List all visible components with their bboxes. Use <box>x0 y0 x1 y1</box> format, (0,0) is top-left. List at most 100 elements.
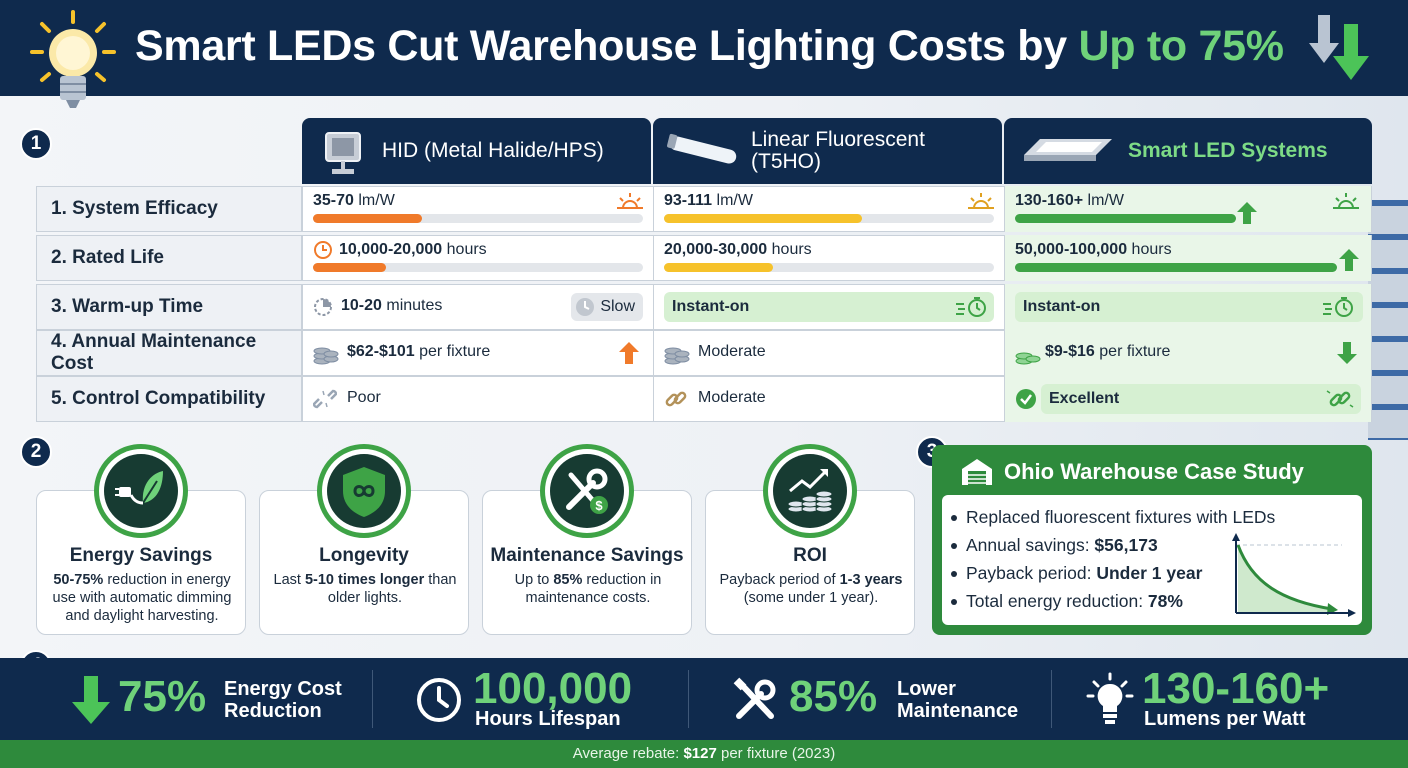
clock-icon <box>417 678 461 722</box>
up-arrow-icon <box>1237 202 1257 224</box>
section-badge-1: 1 <box>20 128 52 160</box>
cell-led-efficacy: 130-160+ lm/W <box>1004 186 1371 232</box>
cell-hid-maintenance: $62-$101 per fixture <box>302 330 653 376</box>
title-accent: Up to 75% <box>1078 22 1284 70</box>
card-description: Last 5-10 times longer than older lights… <box>273 572 457 606</box>
timer-icon <box>576 298 595 316</box>
cell-led-maintenance: $9-$16 per fixture <box>1004 330 1371 376</box>
card-title: ROI <box>793 545 827 566</box>
page-title: Smart LEDs Cut Warehouse Lighting Costs … <box>135 22 1284 70</box>
wrench-dollar-icon: $ <box>540 444 634 538</box>
bright-light-icon <box>1333 193 1359 209</box>
row-label: 3. Warm-up Time <box>36 284 302 330</box>
divider <box>688 670 689 728</box>
down-arrow-icon <box>1337 342 1357 364</box>
infinity-shield-icon <box>317 444 411 538</box>
column-header-hid: HID (Metal Halide/HPS) <box>302 118 651 184</box>
tools-icon <box>733 677 776 719</box>
row-label: 1. System Efficacy <box>36 186 302 232</box>
divider <box>1051 670 1052 728</box>
stat-maintenance: 85% Lower Maintenance <box>689 658 1051 740</box>
case-study-item: Total energy reduction: 78% <box>951 591 1183 611</box>
card-title: Energy Savings <box>69 545 213 566</box>
case-study-item: Replaced fluorescent fixtures with LEDs <box>950 507 1276 527</box>
down-arrows-icon <box>1309 15 1369 80</box>
column-label-fluorescent: Linear Fluorescent (T5HO) <box>751 128 925 173</box>
warehouse-icon <box>962 459 992 485</box>
efficacy-bar-fluorescent <box>664 214 862 223</box>
coins-icon <box>664 347 690 365</box>
led-panel-icon <box>1024 139 1112 161</box>
case-study-panel: Ohio Warehouse Case Study Replaced fluor… <box>932 445 1372 635</box>
column-label-hid: HID (Metal Halide/HPS) <box>382 139 604 162</box>
life-bar-hid <box>313 263 386 272</box>
row-label: 4. Annual Maintenance Cost <box>36 330 302 376</box>
column-header-fluorescent: Linear Fluorescent (T5HO) <box>653 118 1002 184</box>
cell-fluorescent-maintenance: Moderate <box>653 330 1004 376</box>
excellent-pill: Excellent <box>1041 384 1361 414</box>
case-study-title: Ohio Warehouse Case Study <box>1004 459 1304 484</box>
stat-efficacy: 130-160+ Lumens per Watt <box>1052 658 1408 740</box>
card-description: Payback period of 1-3 years (some under … <box>719 572 903 606</box>
cell-fluorescent-efficacy: 93-111 lm/W <box>653 186 1004 232</box>
coins-icon <box>313 347 339 365</box>
plug-leaf-icon <box>94 444 188 538</box>
broken-link-icon <box>313 389 337 409</box>
up-arrow-icon <box>619 342 639 364</box>
row-label: 5. Control Compatibility <box>36 376 302 422</box>
fast-timer-icon <box>956 297 986 317</box>
column-label-led: Smart LED Systems <box>1128 139 1328 162</box>
column-header-led: Smart LED Systems <box>1004 118 1372 184</box>
cell-fluorescent-warmup: Instant-on <box>653 284 1004 330</box>
row-label: 2. Rated Life <box>36 235 302 281</box>
up-arrow-icon <box>1339 249 1359 271</box>
link-icon <box>665 391 687 407</box>
section-badge-2: 2 <box>20 436 52 468</box>
stat-energy: 75% Energy Cost Reduction <box>0 658 372 740</box>
cell-hid-efficacy: 35-70 lm/W <box>302 186 653 232</box>
cell-led-control: Excellent <box>1004 376 1371 422</box>
lightbulb-icon <box>30 10 116 108</box>
card-description: 50-75% reduction in energy use with auto… <box>52 572 232 624</box>
efficacy-bar-led <box>1015 214 1236 223</box>
declining-cost-graph <box>1232 533 1356 617</box>
slow-tag: Slow <box>571 293 643 321</box>
divider <box>372 670 373 728</box>
instant-on-pill: Instant-on <box>1015 292 1363 322</box>
fluorescent-tube-icon <box>667 133 737 164</box>
cell-fluorescent-life: 20,000-30,000 hours <box>653 235 1004 281</box>
cell-led-life: 50,000-100,000 hours <box>1004 235 1371 281</box>
coins-growth-icon <box>763 444 857 538</box>
lightbulb-icon <box>1086 672 1134 724</box>
medium-light-icon <box>968 193 994 209</box>
case-study-item: Annual savings: $56,173 <box>951 535 1158 555</box>
svg-text:$: $ <box>595 498 603 513</box>
life-bar-fluorescent <box>664 263 773 272</box>
case-study-details: Replaced fluorescent fixtures with LEDs … <box>942 495 1362 625</box>
card-title: Longevity <box>319 545 409 566</box>
header-banner: Smart LEDs Cut Warehouse Lighting Costs … <box>0 0 1408 108</box>
benefit-card-longevity: Longevity Last 5-10 times longer than ol… <box>259 490 469 635</box>
footer-note: Average rebate: $127 per fixture (2023) <box>0 740 1408 768</box>
cell-hid-control: Poor <box>302 376 653 422</box>
down-arrow-icon <box>72 676 110 724</box>
dim-light-icon <box>617 193 643 209</box>
case-study-item: Payback period: Under 1 year <box>950 563 1203 583</box>
cell-led-warmup: Instant-on <box>1004 284 1371 330</box>
cell-fluorescent-control: Moderate <box>653 376 1004 422</box>
cell-hid-life: 10,000-20,000 hours <box>302 235 653 281</box>
card-title: Maintenance Savings <box>490 545 684 566</box>
life-bar-led <box>1015 263 1337 272</box>
smart-link-icon <box>1326 390 1354 408</box>
coins-icon <box>1015 352 1041 365</box>
clock-icon <box>314 241 332 259</box>
stat-lifespan: 100,000 Hours Lifespan <box>373 658 687 740</box>
instant-on-pill: Instant-on <box>664 292 994 322</box>
check-circle-icon <box>1016 389 1036 409</box>
fast-timer-icon <box>1323 297 1353 317</box>
efficacy-bar-hid <box>313 214 422 223</box>
key-stats-band: 75% Energy Cost Reduction 100,000 Hours … <box>0 658 1408 740</box>
loading-icon <box>314 298 332 316</box>
card-description: Up to 85% reduction in maintenance costs… <box>514 572 662 606</box>
cell-hid-warmup: 10-20 minutes Slow <box>302 284 653 330</box>
